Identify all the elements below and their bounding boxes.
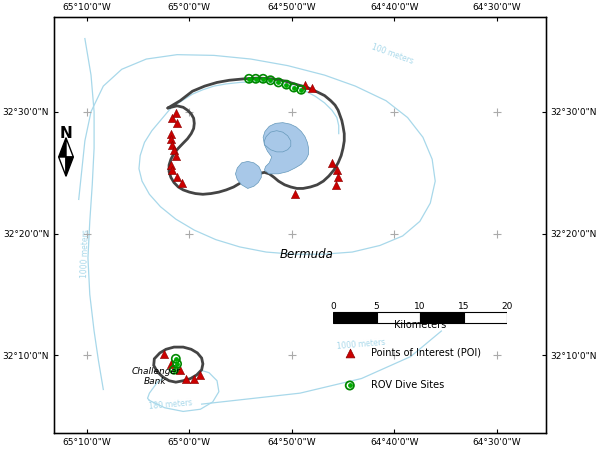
Point xyxy=(171,109,181,117)
Point xyxy=(274,79,283,86)
Point xyxy=(189,375,199,382)
Point xyxy=(334,174,343,181)
Point xyxy=(327,159,337,166)
Point xyxy=(244,75,254,82)
Point xyxy=(281,81,291,88)
Polygon shape xyxy=(168,78,344,194)
Point xyxy=(251,75,260,82)
Point xyxy=(266,76,275,84)
Polygon shape xyxy=(265,130,291,152)
Point xyxy=(167,141,177,148)
Text: 10: 10 xyxy=(414,302,426,311)
Text: 20: 20 xyxy=(502,302,512,311)
Point xyxy=(307,84,317,91)
Text: 180 meters: 180 meters xyxy=(149,398,193,411)
Bar xyxy=(333,312,377,323)
Point xyxy=(181,375,191,382)
Polygon shape xyxy=(263,123,308,174)
Point xyxy=(166,130,176,137)
Point xyxy=(175,366,185,373)
Text: Bermuda: Bermuda xyxy=(279,248,333,261)
Point xyxy=(169,147,179,154)
Text: 1000 meters: 1000 meters xyxy=(337,338,386,351)
Text: 15: 15 xyxy=(458,302,469,311)
Point xyxy=(169,366,179,373)
Text: 5: 5 xyxy=(374,302,379,311)
Polygon shape xyxy=(59,157,66,176)
Polygon shape xyxy=(66,157,73,176)
Text: 100 meters: 100 meters xyxy=(370,43,415,66)
Polygon shape xyxy=(59,138,66,157)
Point xyxy=(172,360,182,368)
Point xyxy=(172,174,182,181)
Point xyxy=(300,82,310,89)
Point xyxy=(177,179,187,186)
Point xyxy=(171,152,181,159)
Point xyxy=(167,115,177,122)
Point xyxy=(345,349,355,356)
Text: ROV Dive Sites: ROV Dive Sites xyxy=(371,380,445,391)
Text: 0: 0 xyxy=(330,302,336,311)
Point xyxy=(289,84,299,91)
Point xyxy=(166,162,176,169)
Text: Kilometers: Kilometers xyxy=(394,320,446,329)
Point xyxy=(289,84,299,91)
Point xyxy=(281,81,291,88)
Point xyxy=(171,355,181,362)
Point xyxy=(172,360,182,368)
Point xyxy=(274,79,283,86)
Bar xyxy=(377,312,420,323)
Point xyxy=(195,371,205,378)
Point xyxy=(296,86,306,93)
Bar xyxy=(464,312,507,323)
Polygon shape xyxy=(154,347,203,382)
Polygon shape xyxy=(235,162,261,189)
Point xyxy=(244,75,254,82)
Point xyxy=(331,181,340,189)
Point xyxy=(166,135,176,142)
Point xyxy=(332,166,341,174)
Text: Points of Interest (POI): Points of Interest (POI) xyxy=(371,348,481,358)
Point xyxy=(345,382,355,389)
Point xyxy=(345,382,355,389)
Text: Challenger
Bank: Challenger Bank xyxy=(131,367,180,386)
Point xyxy=(166,360,176,368)
Text: N: N xyxy=(59,126,73,140)
Bar xyxy=(420,312,464,323)
Point xyxy=(251,75,260,82)
Point xyxy=(169,366,179,373)
Point xyxy=(172,120,182,127)
Point xyxy=(259,75,268,82)
Text: 1000 meters: 1000 meters xyxy=(80,229,90,278)
Point xyxy=(159,351,169,358)
Point xyxy=(259,75,268,82)
Point xyxy=(296,86,306,93)
Point xyxy=(171,355,181,362)
Point xyxy=(266,76,275,84)
Point xyxy=(290,190,300,197)
Polygon shape xyxy=(66,138,73,157)
Point xyxy=(167,166,177,174)
